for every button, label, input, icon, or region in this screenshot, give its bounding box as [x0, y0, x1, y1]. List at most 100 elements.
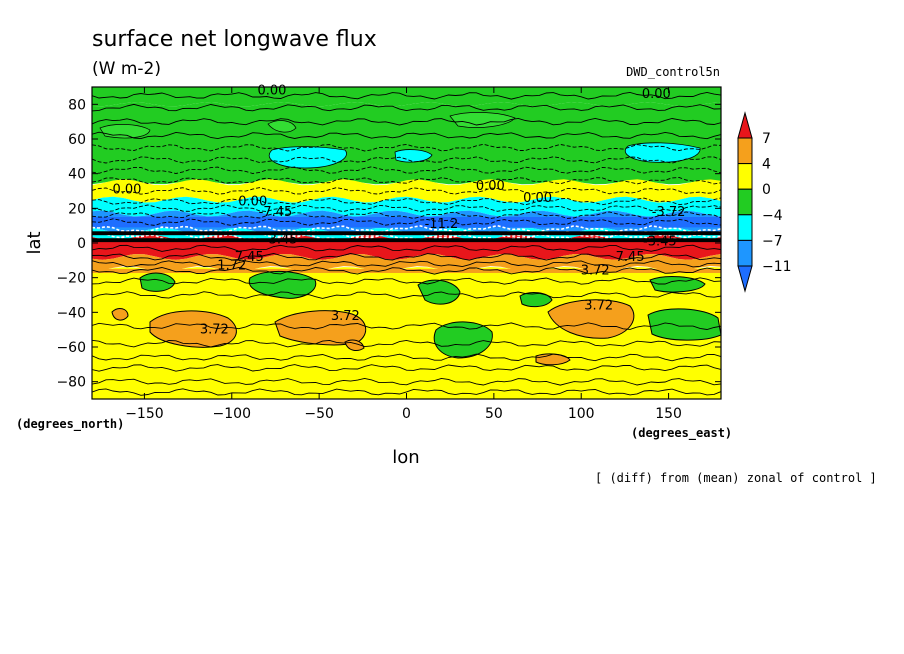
contour-line [92, 260, 721, 268]
x-tick-label: −50 [304, 406, 334, 422]
x-tick-label: −150 [125, 406, 163, 422]
band-cyan [92, 196, 721, 217]
y-unit-label: (degrees_north) [16, 417, 124, 432]
contour-line [92, 353, 721, 362]
band-orange [92, 254, 721, 272]
green-patch-light [449, 112, 516, 128]
contour-label: -3.45 [643, 234, 677, 249]
contour-line [92, 103, 721, 112]
x-tick-labels: −150 −100 −50 0 50 100 150 [125, 406, 682, 422]
green-patch [248, 270, 317, 299]
contour-label: 7.45 [616, 250, 645, 265]
contour-label: 0.00 [476, 179, 505, 194]
colorbar: 7 4 0 −4 −7 −11 [737, 111, 792, 293]
orange-patch [547, 299, 635, 339]
contour-line [92, 91, 721, 100]
contour-lines [92, 91, 721, 396]
contour-line [92, 211, 721, 219]
contour-line [92, 253, 721, 261]
x-tick-label: 0 [402, 406, 411, 422]
contour-line [92, 143, 721, 152]
green-patch [139, 272, 176, 292]
x-tick-label: 100 [568, 406, 595, 422]
contour-label: 0.00 [523, 191, 552, 206]
contour-line [92, 322, 721, 330]
anomaly-patches [99, 112, 721, 366]
contour-label: 1.72 [217, 259, 246, 274]
colorbar-top-arrow [737, 111, 753, 139]
y-tick-label: 0 [77, 236, 86, 252]
colorbar-segment [737, 214, 753, 241]
y-tick-label: −40 [56, 305, 86, 321]
green-patch-light [99, 124, 151, 139]
contour-label: 3.72 [584, 298, 613, 313]
colorbar-segment [737, 137, 753, 165]
footnote: [ (diff) from (mean) zonal of control ] [595, 471, 877, 485]
equator-contour [92, 231, 721, 236]
colorbar-label: −7 [762, 233, 783, 249]
experiment-label: DWD_control5n [626, 65, 720, 79]
contour-line [92, 218, 721, 226]
contour-line [92, 277, 721, 285]
green-patch [647, 308, 721, 341]
band-yellow [92, 179, 721, 203]
colorbar-label: −11 [762, 259, 792, 275]
orange-patch [149, 310, 237, 348]
contour-label: 3.72 [581, 264, 610, 279]
colorbar-label: 7 [762, 131, 771, 147]
contour-label: 0.00 [257, 83, 286, 98]
y-axis-label: lat [24, 231, 45, 254]
y-tick-label: 40 [68, 167, 86, 183]
contour-line [92, 377, 721, 386]
contour-label: 0.00 [112, 182, 141, 197]
colorbar-segment [737, 188, 753, 216]
chart-units: (W m-2) [92, 59, 161, 79]
colorbar-bottom-arrow [737, 265, 753, 293]
green-patch [433, 321, 493, 359]
colorbar-label: 0 [762, 182, 771, 198]
colorbar-label: 4 [762, 157, 771, 173]
contour-line [92, 187, 721, 195]
contour-label: 7.45 [235, 250, 264, 265]
cyan-patch [269, 146, 347, 169]
x-tick-label: 150 [655, 406, 682, 422]
band-green [92, 102, 721, 185]
cyan-patch [624, 142, 701, 163]
colorbar-label: −4 [762, 208, 783, 224]
contour-line [92, 388, 721, 396]
band-yellow [92, 267, 721, 399]
contour-line [92, 131, 721, 140]
plot-frame [91, 86, 722, 400]
y-tick-label: −80 [56, 375, 86, 391]
y-tick-label: 80 [68, 97, 86, 113]
equator-contour [92, 238, 721, 243]
contour-line [92, 177, 721, 185]
y-tick-label: −20 [56, 271, 86, 287]
green-patch [519, 292, 553, 308]
y-tick-label: 20 [68, 201, 86, 217]
contour-line [92, 364, 721, 372]
contour-label: -7.45 [259, 205, 293, 220]
contour-line [92, 156, 721, 164]
contour-line [92, 244, 721, 252]
chart-title: surface net longwave flux [92, 27, 377, 52]
contour-label: 0.00 [642, 87, 671, 102]
contour-line [92, 266, 721, 275]
contour-line [92, 117, 721, 126]
contour-label: -11.2 [425, 217, 459, 232]
band-orange-fringe [92, 269, 721, 273]
contour-label: -3.45 [264, 233, 298, 248]
band-green [92, 87, 721, 107]
band-deep-blue [92, 217, 721, 228]
x-tick-label: −100 [213, 406, 251, 422]
contour-line [92, 204, 721, 212]
x-tick-label: 50 [485, 406, 503, 422]
contour-label: -3.72 [652, 205, 686, 220]
plot-area [92, 87, 721, 399]
axis-ticks [92, 87, 721, 399]
contour-line [92, 197, 721, 206]
contour-line [92, 291, 721, 299]
contour-label: 3.72 [331, 309, 360, 324]
green-patch-light [267, 120, 297, 133]
